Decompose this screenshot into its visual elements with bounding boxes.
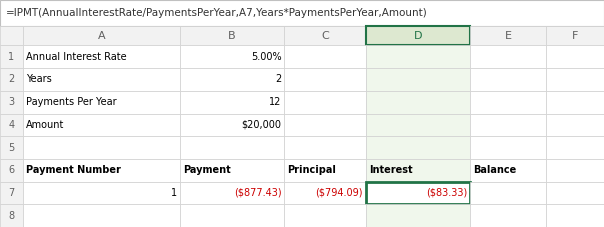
- FancyBboxPatch shape: [284, 91, 366, 114]
- Text: ($877.43): ($877.43): [234, 188, 281, 198]
- FancyBboxPatch shape: [23, 204, 180, 227]
- FancyBboxPatch shape: [0, 68, 23, 91]
- FancyBboxPatch shape: [366, 68, 471, 91]
- FancyBboxPatch shape: [546, 159, 604, 182]
- FancyBboxPatch shape: [284, 68, 366, 91]
- FancyBboxPatch shape: [23, 45, 180, 68]
- Text: B: B: [228, 31, 236, 41]
- Text: 1: 1: [171, 188, 177, 198]
- Text: 2: 2: [275, 74, 281, 84]
- FancyBboxPatch shape: [0, 204, 23, 227]
- Text: 5: 5: [8, 143, 14, 153]
- FancyBboxPatch shape: [23, 91, 180, 114]
- FancyBboxPatch shape: [180, 114, 284, 136]
- FancyBboxPatch shape: [0, 159, 23, 182]
- FancyBboxPatch shape: [471, 45, 546, 68]
- Text: Balance: Balance: [474, 165, 516, 175]
- Text: Interest: Interest: [369, 165, 413, 175]
- FancyBboxPatch shape: [366, 182, 471, 204]
- FancyBboxPatch shape: [471, 136, 546, 159]
- FancyBboxPatch shape: [471, 204, 546, 227]
- FancyBboxPatch shape: [180, 68, 284, 91]
- Text: Years: Years: [26, 74, 52, 84]
- Text: Amount: Amount: [26, 120, 65, 130]
- FancyBboxPatch shape: [180, 204, 284, 227]
- FancyBboxPatch shape: [546, 204, 604, 227]
- Point: [88, 59, 95, 62]
- FancyBboxPatch shape: [23, 68, 180, 91]
- FancyBboxPatch shape: [284, 204, 366, 227]
- FancyBboxPatch shape: [471, 159, 546, 182]
- FancyBboxPatch shape: [284, 45, 366, 68]
- FancyBboxPatch shape: [23, 26, 180, 45]
- Text: 6: 6: [8, 165, 14, 175]
- Text: C: C: [321, 31, 329, 41]
- FancyBboxPatch shape: [471, 26, 546, 45]
- FancyBboxPatch shape: [546, 45, 604, 68]
- Text: 12: 12: [269, 97, 281, 107]
- FancyBboxPatch shape: [366, 204, 471, 227]
- FancyBboxPatch shape: [284, 26, 366, 45]
- FancyBboxPatch shape: [284, 114, 366, 136]
- FancyBboxPatch shape: [546, 182, 604, 204]
- FancyBboxPatch shape: [366, 26, 471, 45]
- Text: 4: 4: [8, 120, 14, 130]
- FancyBboxPatch shape: [0, 45, 23, 68]
- FancyBboxPatch shape: [546, 91, 604, 114]
- FancyBboxPatch shape: [23, 159, 180, 182]
- FancyBboxPatch shape: [0, 26, 23, 45]
- FancyBboxPatch shape: [471, 114, 546, 136]
- FancyBboxPatch shape: [0, 91, 23, 114]
- FancyBboxPatch shape: [366, 45, 471, 68]
- FancyBboxPatch shape: [284, 136, 366, 159]
- Text: 5.00%: 5.00%: [251, 52, 281, 62]
- FancyBboxPatch shape: [23, 182, 180, 204]
- Text: =IPMT(AnnualInterestRate/PaymentsPerYear,A7,Years*PaymentsPerYear,Amount): =IPMT(AnnualInterestRate/PaymentsPerYear…: [6, 8, 428, 18]
- Text: 2: 2: [8, 74, 14, 84]
- FancyBboxPatch shape: [366, 136, 471, 159]
- Text: E: E: [504, 31, 512, 41]
- FancyBboxPatch shape: [546, 136, 604, 159]
- Text: F: F: [572, 31, 578, 41]
- Text: A: A: [98, 31, 105, 41]
- Text: Payments Per Year: Payments Per Year: [26, 97, 117, 107]
- Text: Annual Interest Rate: Annual Interest Rate: [26, 52, 127, 62]
- FancyBboxPatch shape: [471, 68, 546, 91]
- FancyBboxPatch shape: [284, 182, 366, 204]
- FancyBboxPatch shape: [180, 91, 284, 114]
- FancyBboxPatch shape: [23, 114, 180, 136]
- Text: 8: 8: [8, 211, 14, 221]
- Text: ($83.33): ($83.33): [426, 188, 467, 198]
- FancyBboxPatch shape: [471, 182, 546, 204]
- Text: 1: 1: [8, 52, 14, 62]
- FancyBboxPatch shape: [180, 136, 284, 159]
- Text: 7: 7: [8, 188, 14, 198]
- FancyBboxPatch shape: [180, 159, 284, 182]
- FancyBboxPatch shape: [546, 26, 604, 45]
- Text: Payment Number: Payment Number: [26, 165, 121, 175]
- FancyBboxPatch shape: [471, 91, 546, 114]
- Line: 2 pts: 2 pts: [4, 28, 20, 43]
- Text: $20,000: $20,000: [242, 120, 281, 130]
- Text: Principal: Principal: [288, 165, 336, 175]
- FancyBboxPatch shape: [546, 114, 604, 136]
- FancyBboxPatch shape: [180, 182, 284, 204]
- FancyBboxPatch shape: [284, 159, 366, 182]
- FancyBboxPatch shape: [366, 114, 471, 136]
- Text: ($794.09): ($794.09): [315, 188, 363, 198]
- FancyBboxPatch shape: [0, 0, 604, 26]
- FancyBboxPatch shape: [0, 136, 23, 159]
- FancyBboxPatch shape: [366, 91, 471, 114]
- FancyBboxPatch shape: [0, 182, 23, 204]
- FancyBboxPatch shape: [366, 159, 471, 182]
- FancyBboxPatch shape: [180, 45, 284, 68]
- Point: [74, 48, 82, 50]
- FancyBboxPatch shape: [0, 114, 23, 136]
- FancyBboxPatch shape: [180, 26, 284, 45]
- FancyBboxPatch shape: [23, 136, 180, 159]
- FancyBboxPatch shape: [546, 68, 604, 91]
- Text: D: D: [414, 31, 422, 41]
- Text: 3: 3: [8, 97, 14, 107]
- Text: Payment: Payment: [183, 165, 231, 175]
